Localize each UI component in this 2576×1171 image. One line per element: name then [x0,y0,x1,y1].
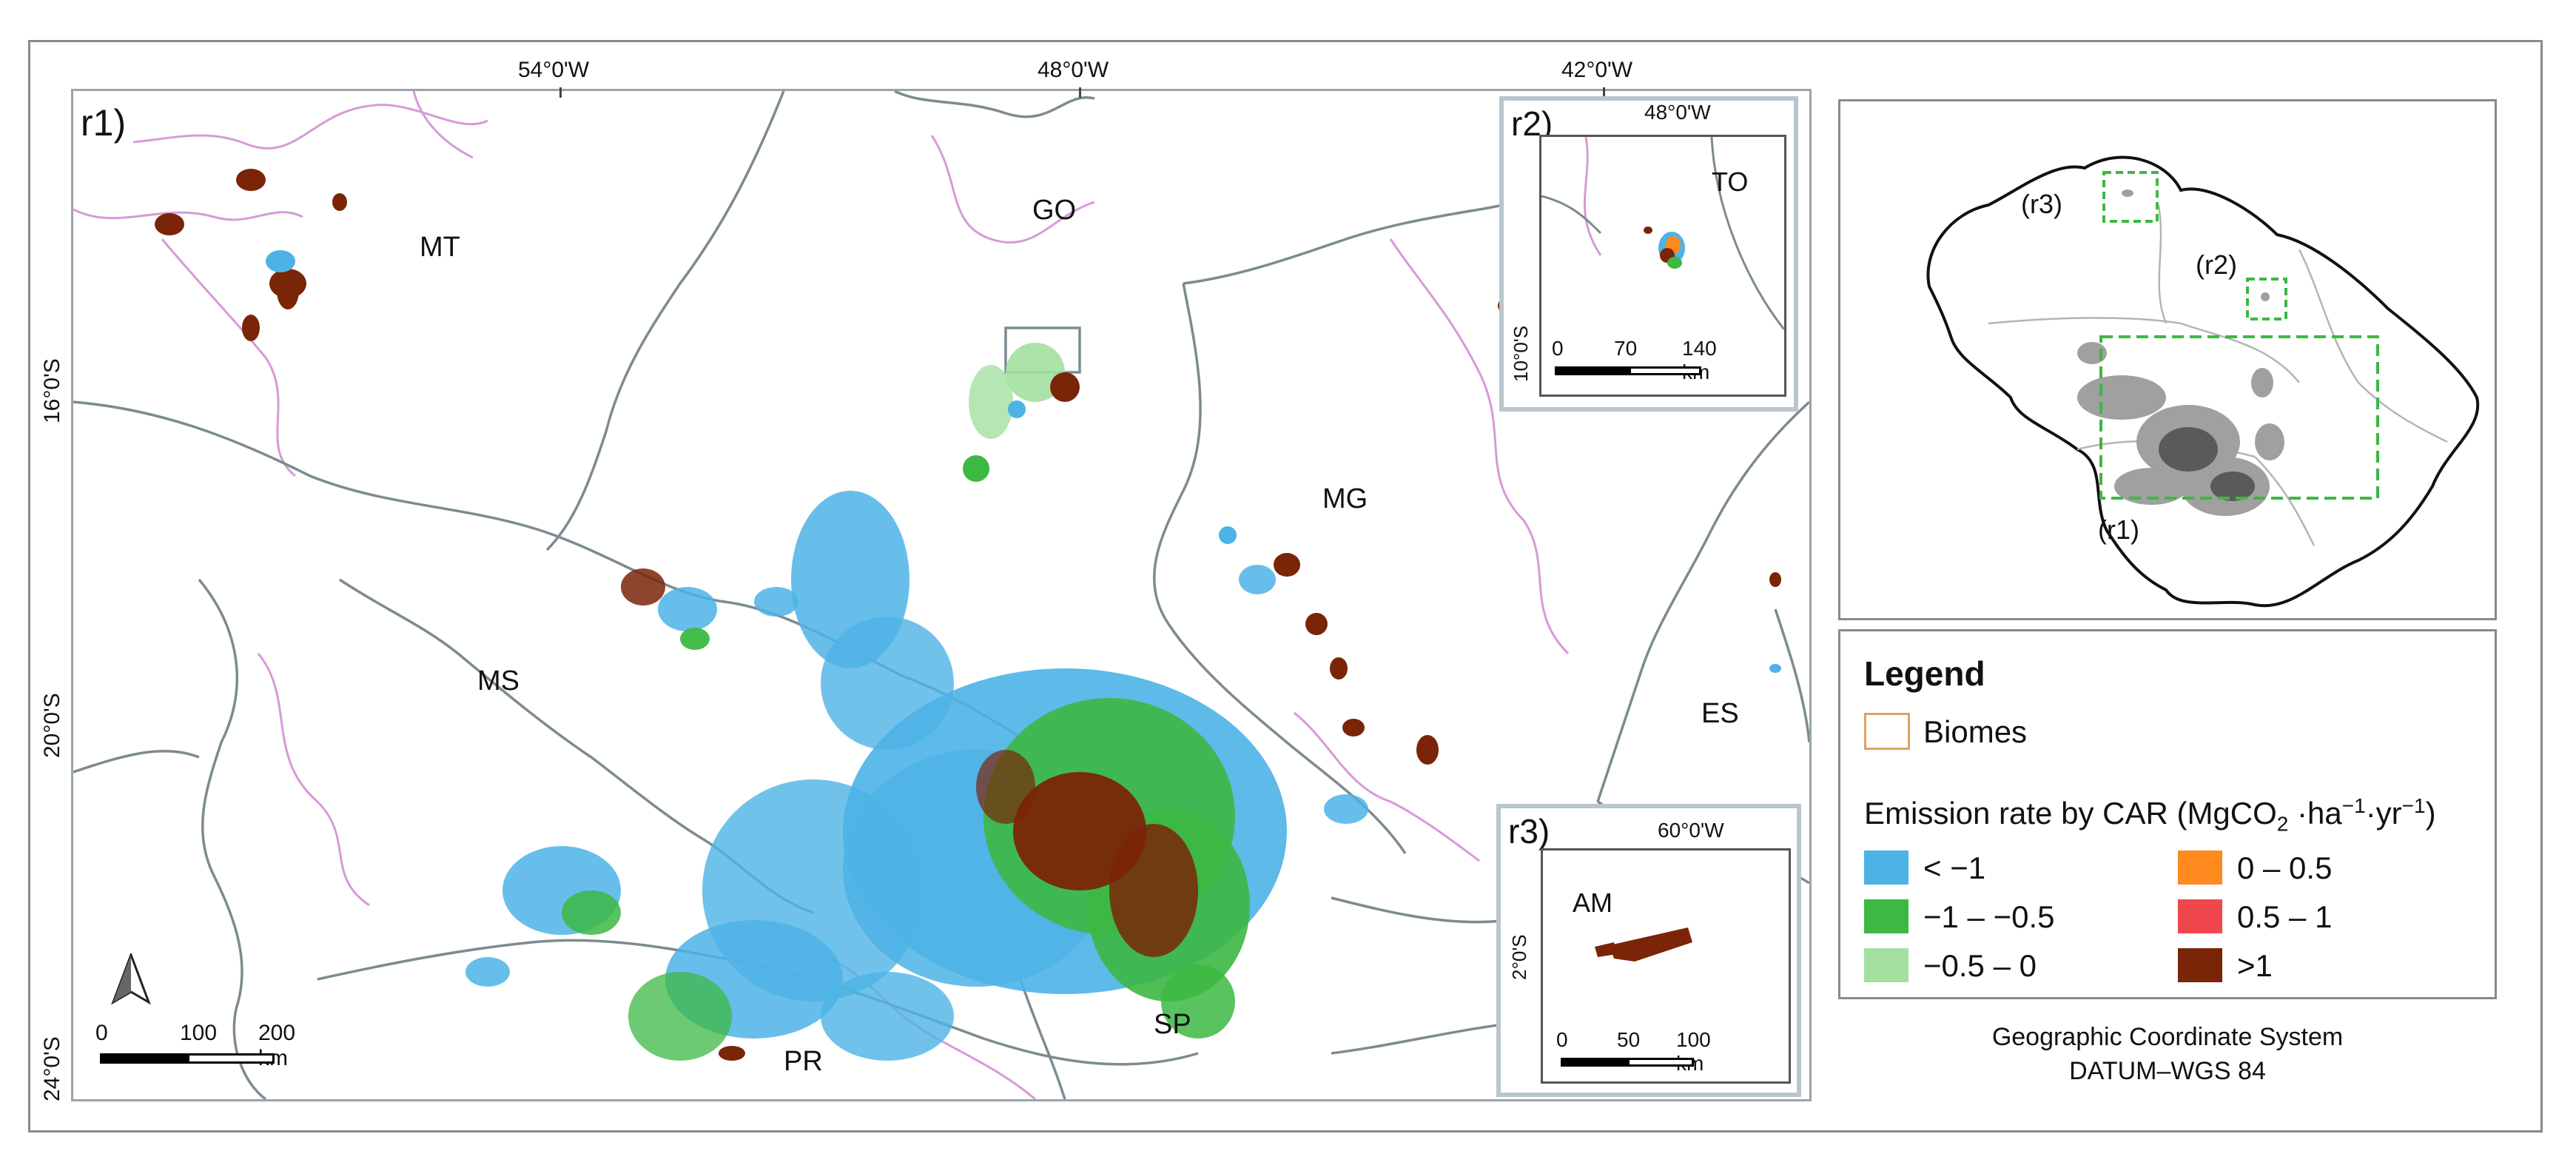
class-swatch-gt1 [2178,948,2222,982]
top-tick-48w: 48°0'W [1038,58,1109,82]
scale-bar-r3: 0 50 100 km [1556,1028,1734,1080]
emission-title: Emission rate by CAR (MgCO2 ·ha−1·yr−1) [1864,794,2436,836]
class-label-lt-neg1: < −1 [1923,850,1986,885]
crs-line1: Geographic Coordinate System [1991,1023,2344,1051]
class-swatch-0-05 [2178,850,2222,885]
class-swatch-neg1-neg05 [1864,899,1909,933]
overview-box-r2 [2246,278,2287,321]
legend: Legend Biomes Emission rate by CAR (MgCO… [1838,629,2497,999]
inset-r3-map: AM 0 50 100 km [1541,848,1791,1084]
inset-r2: r2) 48°0'W TO 0 70 140 km 10°0'S [1499,96,1798,412]
main-map-canvas [73,91,1809,1099]
top-tick-54w: 54°0'W [518,58,590,82]
overview-box-r1 [2099,335,2379,500]
left-tick-r2: 10°0'S [1510,325,1532,382]
scale-label-100: 100 [180,1021,218,1045]
state-label-ms: MS [477,665,519,697]
car-clusters [155,169,1781,1061]
class-swatch-05-1 [2178,899,2222,933]
state-label-sp: SP [1154,1009,1191,1040]
state-label-am: AM [1573,888,1612,918]
state-label-es: ES [1701,698,1739,729]
class-label-neg1-neg05: −1 – −0.5 [1923,899,2055,934]
overview-label-r2: (r2) [2196,249,2237,280]
state-label-pr: PR [784,1046,823,1077]
state-label-mg: MG [1322,483,1368,514]
overview-label-r1: (r1) [2098,514,2139,545]
state-label-go: GO [1032,195,1077,226]
panel-tag-r3: r3) [1501,808,1558,854]
state-label-to: TO [1712,167,1749,197]
scale-bar-r2: 0 70 140 km [1552,337,1717,389]
top-tick-r3: 60°0'W [1658,819,1724,842]
class-swatch-lt-neg1 [1864,850,1909,885]
left-tick-r3: 2°0'S [1508,934,1530,980]
overview-box-r3 [2102,171,2159,223]
class-label-0-05: 0 – 0.5 [2237,850,2333,885]
top-tick-42w: 42°0'W [1561,58,1633,82]
class-label-gt1: >1 [2237,948,2273,983]
north-arrow-icon [111,953,151,1005]
overview-label-r3: (r3) [2021,189,2062,219]
inset-r3: r3) 60°0'W AM 0 50 100 km 2°0'S [1496,804,1801,1097]
biome-label: Biomes [1923,714,2028,749]
left-tick-24s: 24°0'S [40,1036,64,1101]
panel-tag-r1: r1) [73,98,134,147]
class-label-neg05-0: −0.5 – 0 [1923,948,2037,983]
overview-map-brazil: (r3) (r2) (r1) [1838,99,2497,620]
state-label-mt: MT [420,232,460,263]
figure-frame [28,40,2543,1133]
legend-title: Legend [1864,654,1985,693]
biome-swatch [1864,713,1910,750]
left-tick-20s: 20°0'S [40,693,64,758]
crs-line2: DATUM–WGS 84 [2069,1057,2266,1085]
inset-r2-map: TO 0 70 140 km [1539,135,1786,397]
left-tick-16s: 16°0'S [40,358,64,423]
class-swatch-neg05-0 [1864,948,1909,982]
crs-note: Geographic Coordinate System DATUM–WGS 8… [1838,1020,2497,1088]
scale-bar-r1: 0 100 200 km [93,1021,295,1070]
scale-label-0: 0 [95,1021,108,1045]
class-label-05-1: 0.5 – 1 [2237,899,2333,934]
top-tick-r2: 48°0'W [1644,101,1711,124]
